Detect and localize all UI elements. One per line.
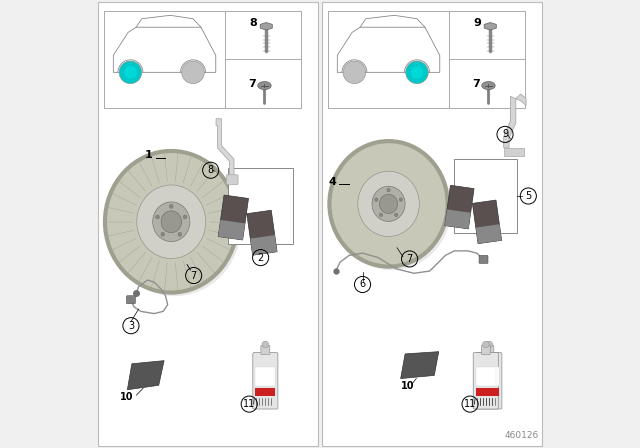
- Polygon shape: [127, 361, 164, 390]
- Text: 11: 11: [243, 399, 255, 409]
- Polygon shape: [216, 119, 234, 177]
- FancyBboxPatch shape: [477, 353, 502, 409]
- FancyBboxPatch shape: [323, 2, 541, 446]
- FancyBboxPatch shape: [261, 345, 270, 354]
- Polygon shape: [260, 22, 272, 30]
- Ellipse shape: [333, 145, 451, 270]
- Ellipse shape: [109, 155, 241, 296]
- Ellipse shape: [343, 61, 365, 84]
- Text: 5: 5: [525, 191, 531, 201]
- Bar: [255, 367, 275, 386]
- Text: 9: 9: [474, 18, 482, 28]
- FancyBboxPatch shape: [481, 345, 490, 354]
- FancyBboxPatch shape: [473, 353, 499, 409]
- Circle shape: [483, 341, 489, 348]
- Polygon shape: [504, 94, 526, 148]
- Polygon shape: [250, 235, 277, 255]
- Ellipse shape: [394, 213, 398, 217]
- Text: 10: 10: [401, 381, 414, 391]
- Text: 3: 3: [128, 321, 134, 331]
- Text: 9: 9: [502, 129, 508, 139]
- Text: 4: 4: [328, 177, 336, 187]
- Ellipse shape: [258, 82, 271, 90]
- Ellipse shape: [183, 215, 187, 219]
- FancyBboxPatch shape: [98, 2, 317, 446]
- Polygon shape: [218, 220, 245, 240]
- Ellipse shape: [161, 211, 182, 233]
- Polygon shape: [445, 210, 470, 229]
- Polygon shape: [484, 22, 496, 30]
- Text: 10: 10: [120, 392, 133, 402]
- Text: 6: 6: [360, 280, 365, 289]
- Text: 1: 1: [145, 151, 153, 160]
- Polygon shape: [401, 352, 439, 379]
- Text: 7: 7: [248, 79, 256, 89]
- Ellipse shape: [124, 66, 137, 78]
- Ellipse shape: [399, 198, 403, 201]
- FancyBboxPatch shape: [454, 159, 517, 233]
- Ellipse shape: [330, 141, 448, 267]
- Ellipse shape: [156, 215, 159, 219]
- FancyBboxPatch shape: [328, 11, 525, 108]
- Polygon shape: [445, 185, 474, 229]
- Bar: [476, 388, 495, 396]
- Text: 11: 11: [464, 399, 476, 409]
- Text: 8: 8: [250, 18, 257, 28]
- Ellipse shape: [482, 82, 495, 90]
- Circle shape: [486, 341, 493, 348]
- Ellipse shape: [182, 61, 204, 84]
- Ellipse shape: [137, 185, 205, 258]
- Text: 2: 2: [257, 253, 264, 263]
- Ellipse shape: [358, 171, 419, 237]
- FancyBboxPatch shape: [227, 175, 238, 185]
- Bar: [476, 367, 495, 386]
- Ellipse shape: [406, 61, 428, 84]
- Ellipse shape: [178, 233, 182, 236]
- FancyBboxPatch shape: [253, 353, 278, 409]
- Text: 460126: 460126: [504, 431, 539, 440]
- FancyBboxPatch shape: [485, 345, 494, 354]
- Ellipse shape: [372, 186, 405, 221]
- Ellipse shape: [153, 202, 190, 241]
- Ellipse shape: [105, 151, 237, 293]
- Text: 7: 7: [472, 79, 480, 89]
- Ellipse shape: [119, 61, 141, 84]
- Ellipse shape: [380, 213, 383, 217]
- Text: 7: 7: [406, 254, 413, 264]
- Text: 8: 8: [207, 165, 214, 175]
- Polygon shape: [472, 200, 502, 244]
- Ellipse shape: [170, 204, 173, 208]
- FancyBboxPatch shape: [104, 11, 301, 108]
- Polygon shape: [504, 148, 524, 156]
- Ellipse shape: [374, 198, 378, 201]
- FancyBboxPatch shape: [127, 296, 136, 304]
- FancyBboxPatch shape: [228, 168, 293, 244]
- Ellipse shape: [387, 189, 390, 192]
- Ellipse shape: [411, 66, 423, 78]
- Bar: [479, 367, 499, 386]
- Bar: [479, 388, 499, 396]
- Circle shape: [262, 341, 269, 348]
- Text: 7: 7: [191, 271, 196, 280]
- Bar: [255, 388, 275, 396]
- Ellipse shape: [161, 233, 164, 236]
- Polygon shape: [218, 195, 248, 240]
- Polygon shape: [247, 210, 277, 255]
- FancyBboxPatch shape: [479, 255, 488, 263]
- Ellipse shape: [380, 194, 397, 214]
- Polygon shape: [476, 224, 502, 244]
